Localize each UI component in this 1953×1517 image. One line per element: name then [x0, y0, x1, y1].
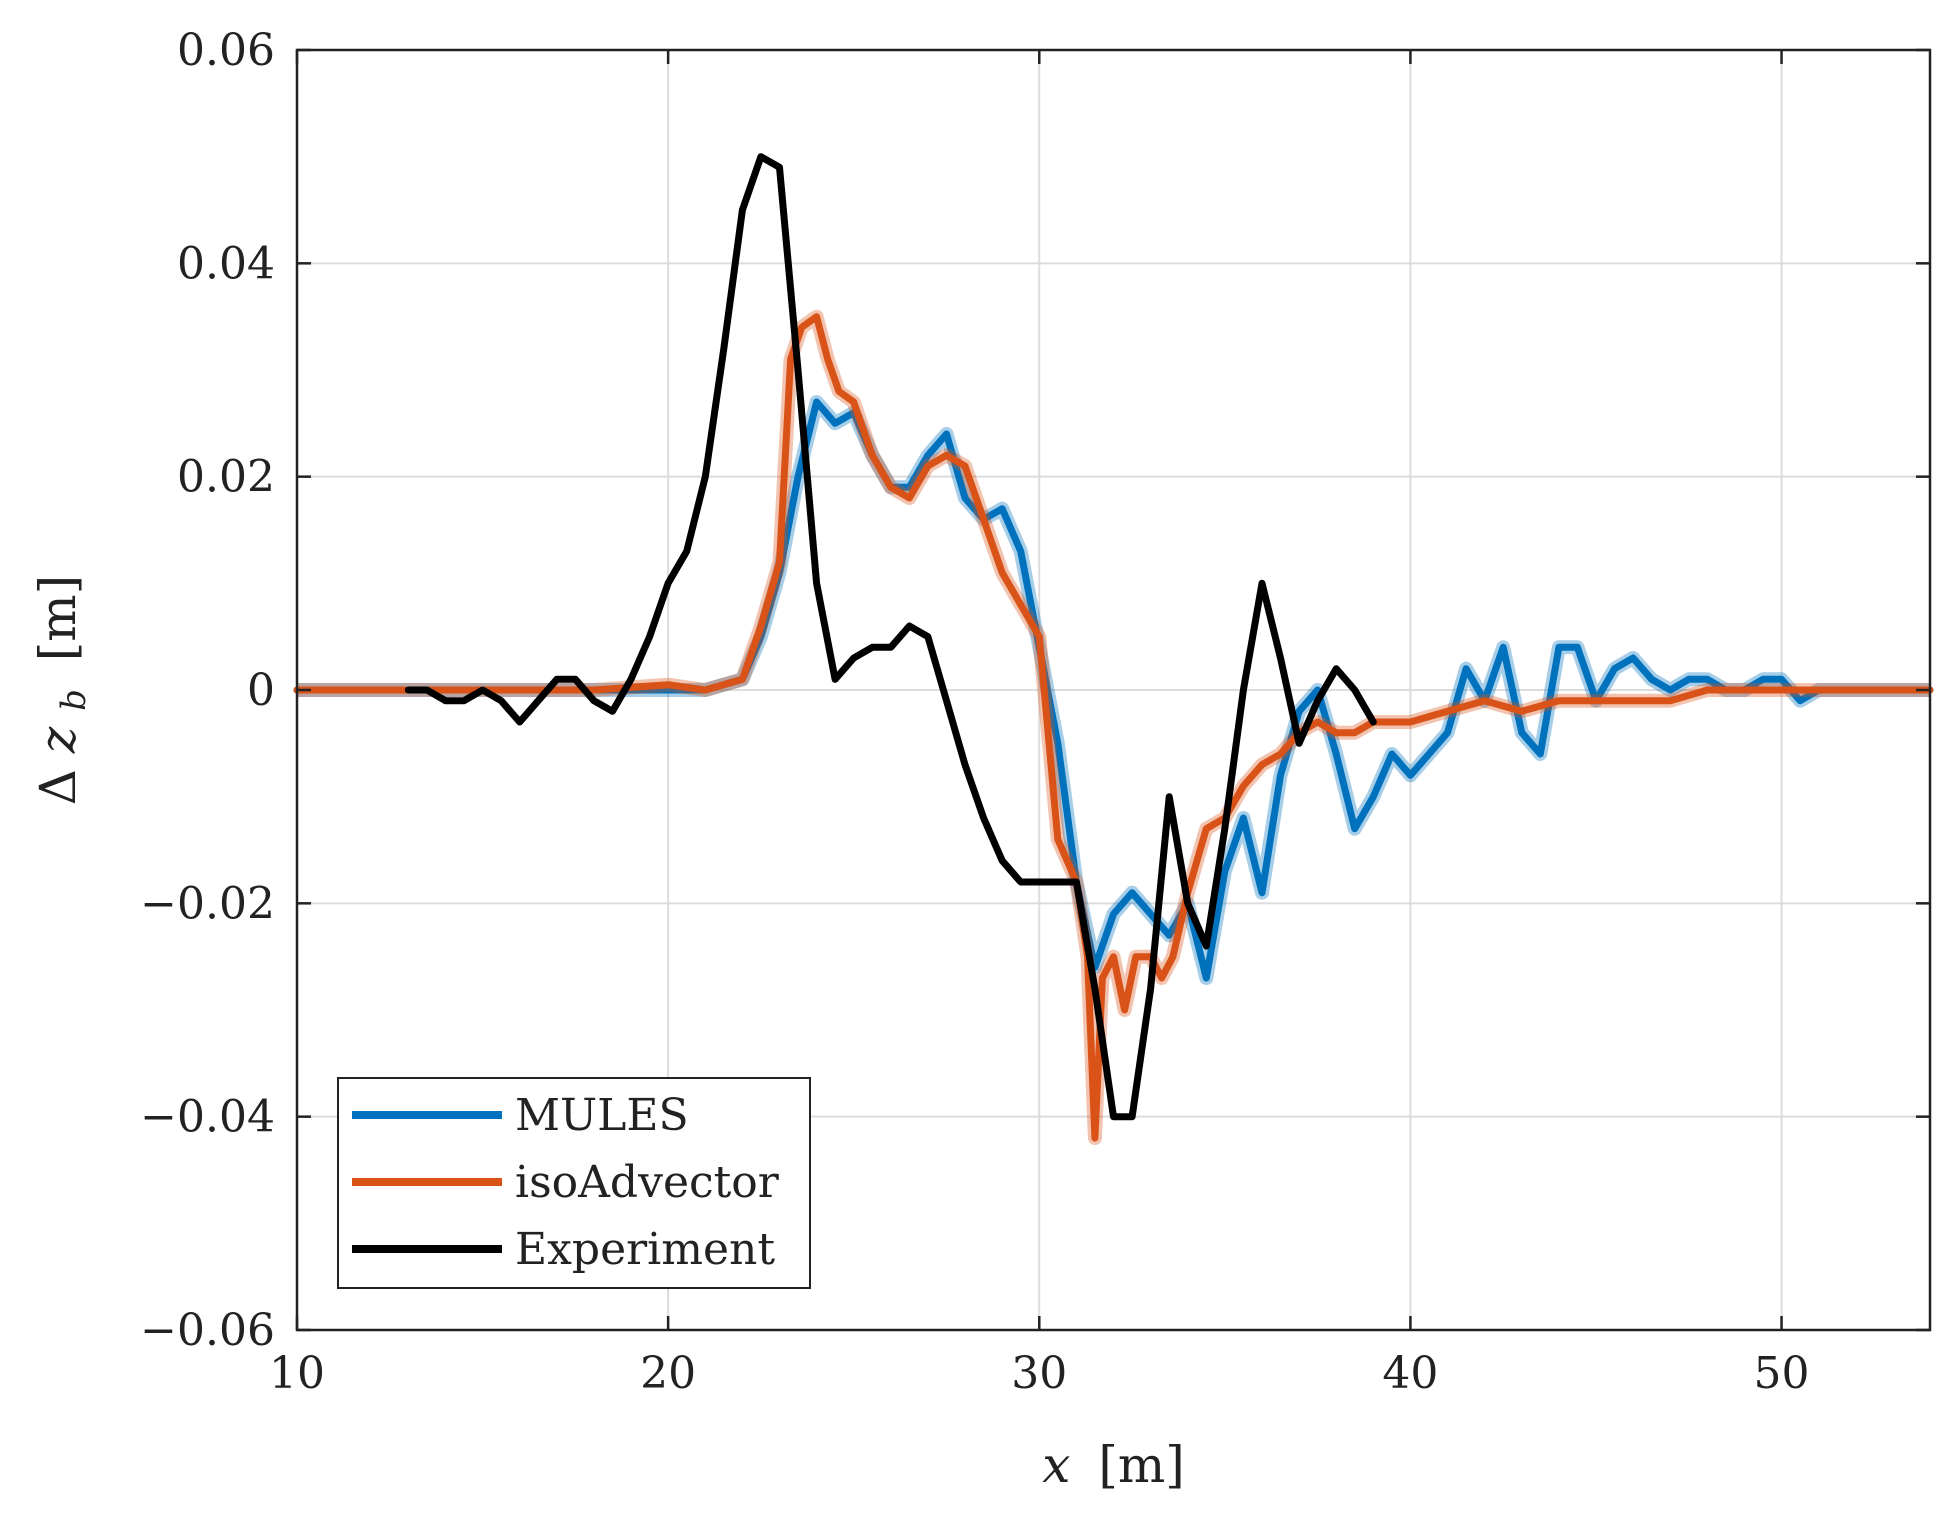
- series-line-mules: [293, 398, 1934, 982]
- y-axis-delta: Δ: [29, 769, 87, 805]
- y-axis-unit: [m]: [29, 575, 87, 661]
- legend-label-mules: MULES: [515, 1090, 689, 1141]
- legend: MULES isoAdvector Experiment: [337, 1077, 811, 1289]
- axes: [295, 48, 1932, 1332]
- y-tick-label: 0.04: [177, 238, 275, 289]
- y-tick-label: 0.06: [177, 25, 275, 76]
- y-tick-label: −0.06: [140, 1305, 275, 1356]
- y-axis-var: z: [29, 726, 87, 754]
- y-axis-sub: b: [54, 689, 94, 711]
- x-tick-label: 10: [269, 1348, 325, 1399]
- y-tick-label: −0.02: [140, 878, 275, 929]
- y-tick-label: 0.02: [177, 452, 275, 503]
- x-tick-label: 30: [1011, 1348, 1067, 1399]
- x-tick-label: 40: [1382, 1348, 1438, 1399]
- y-tick-label: −0.04: [140, 1092, 275, 1143]
- legend-label-isoadvector: isoAdvector: [515, 1157, 780, 1208]
- y-axis-label: Δ z b [m]: [29, 575, 97, 805]
- x-tick-label: 20: [640, 1348, 696, 1399]
- x-axis-label: x [m]: [1042, 1436, 1185, 1494]
- series-line-experiment: [404, 153, 1377, 1121]
- x-axis-var: x: [1042, 1436, 1070, 1494]
- series-layer: [293, 153, 1934, 1145]
- x-tick-label: 50: [1754, 1348, 1810, 1399]
- y-tick-label: 0: [247, 665, 275, 716]
- x-axis-unit: [m]: [1098, 1436, 1184, 1494]
- tick-labels: 10 20 30 40 50 0.06 0.04 0.02 0 −0.02 −0.04 −0.06: [140, 25, 1809, 1399]
- legend-label-experiment: Experiment: [515, 1224, 775, 1275]
- series-line-isoadvector: [293, 313, 1934, 1142]
